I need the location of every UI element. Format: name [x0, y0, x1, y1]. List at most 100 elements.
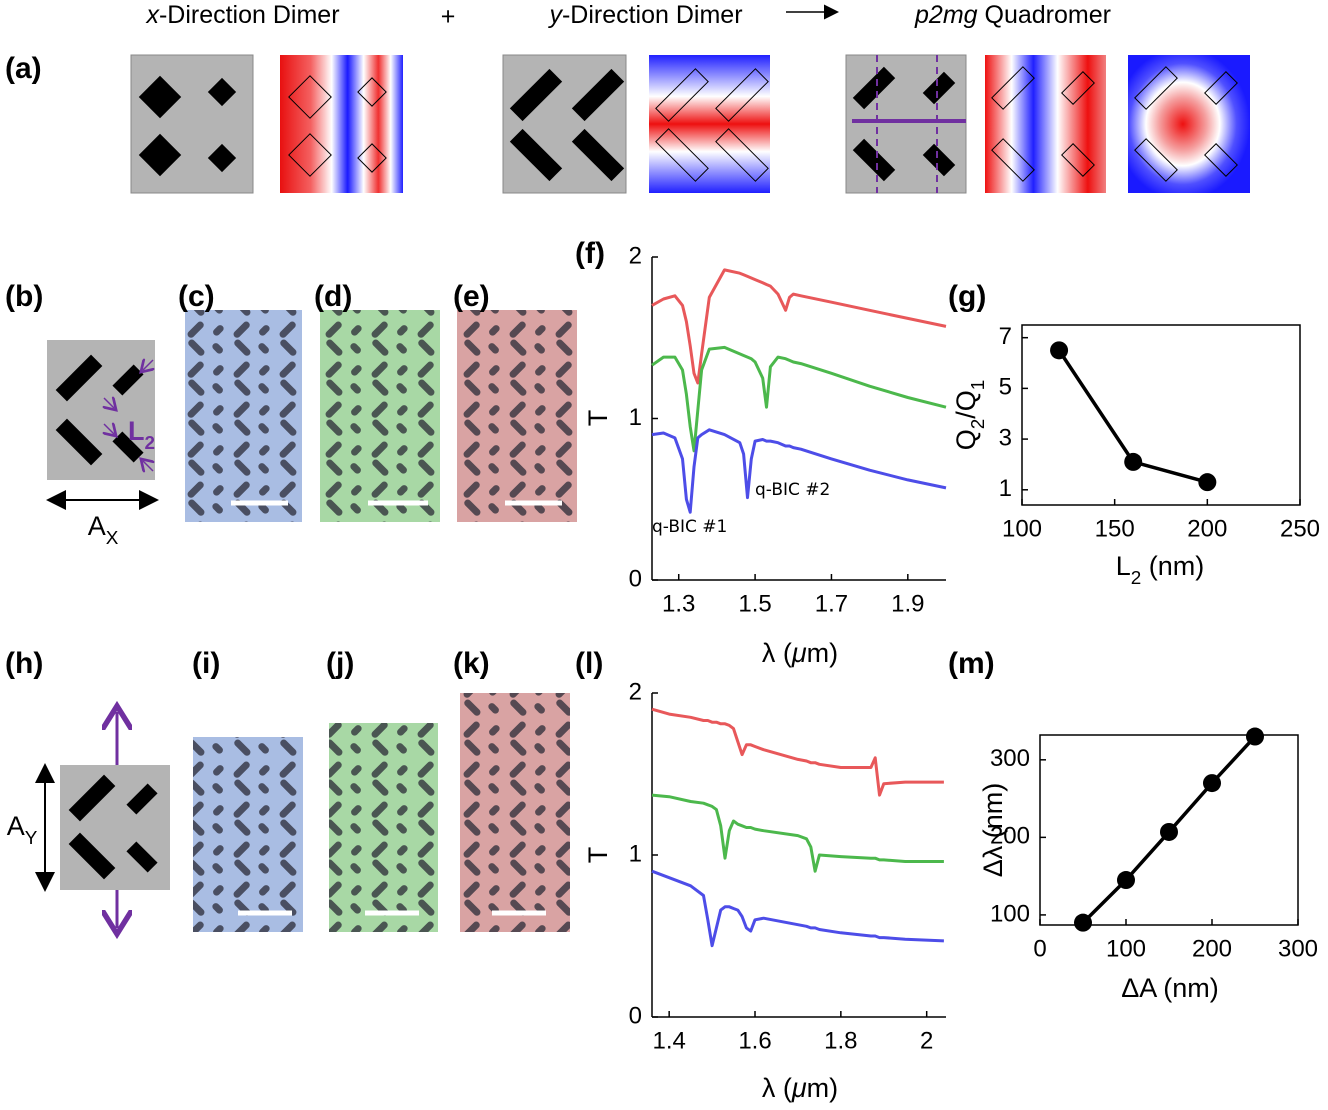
- y-tick-label: 100: [990, 900, 1030, 927]
- header-title-part: x: [145, 1, 160, 29]
- x-axis-label-part: (nm): [1141, 551, 1204, 581]
- x-axis-label-part: λ (: [762, 638, 792, 668]
- y-tick-label: 7: [999, 323, 1012, 350]
- y-tick-label: 3: [999, 424, 1012, 451]
- data-point: [1160, 822, 1178, 841]
- header-title-part: -Direction Dimer: [562, 1, 743, 29]
- panel-label: (a): [5, 52, 42, 85]
- x-tick-label: 100: [1106, 935, 1146, 962]
- panel-label: (i): [192, 647, 220, 680]
- series-line: [651, 707, 944, 797]
- sem-pattern: [457, 310, 577, 522]
- x-tick-label: 200: [1192, 935, 1232, 962]
- x-tick-label: 1.6: [738, 1027, 771, 1054]
- header-title: p2mg Quadromer: [914, 1, 1111, 29]
- panel-label: (m): [948, 647, 995, 680]
- unit-cell: [60, 765, 170, 890]
- header-title: y-Direction Dimer: [547, 1, 742, 29]
- sem-pattern: [329, 723, 438, 932]
- x-tick-label: 1.4: [652, 1027, 685, 1054]
- panel-b: [46, 340, 159, 510]
- period-label: AX: [88, 511, 119, 548]
- y-tick-label: 0: [629, 565, 642, 592]
- x-tick-label: 1.5: [738, 590, 771, 617]
- panel-h: [35, 712, 170, 928]
- sem-pattern: [460, 693, 570, 932]
- x-tick-label: 0: [1033, 935, 1046, 962]
- y-axis-label: T: [583, 847, 613, 864]
- particles: [68, 774, 158, 880]
- data-point: [1198, 473, 1217, 492]
- y-tick-label: 1: [629, 404, 642, 431]
- field-map: [649, 55, 770, 193]
- x-tick-label: 2: [920, 1027, 933, 1054]
- x-tick-label: 1.3: [662, 590, 695, 617]
- header-title-part: p2mg: [914, 1, 978, 29]
- x-axis-label: ΔA (nm): [1121, 973, 1219, 1003]
- panel-label: (k): [453, 647, 490, 680]
- x-axis-label-part: λ (: [762, 1073, 792, 1103]
- header-title-part: -Direction Dimer: [159, 1, 340, 29]
- y-axis-label-part: Q: [951, 429, 981, 450]
- unit-cell: [130, 54, 254, 194]
- series-line: [651, 268, 947, 385]
- panel-label: (f): [575, 237, 605, 270]
- y-tick-label: 2: [629, 678, 642, 705]
- y-axis-label-part: 1: [968, 380, 989, 391]
- y-tick-label: 0: [629, 1002, 642, 1029]
- field-map: [985, 55, 1106, 193]
- y-tick-label: 200: [990, 823, 1030, 850]
- x-tick-label: 200: [1187, 515, 1227, 542]
- field-map: [1128, 55, 1250, 193]
- x-axis-label-part: 2: [1131, 568, 1142, 589]
- x-axis-label-part: m): [807, 1073, 838, 1103]
- y-tick-label: 1: [999, 475, 1012, 502]
- plot-box: [1039, 734, 1299, 926]
- outlines: [655, 68, 769, 182]
- data-point: [1117, 871, 1135, 890]
- panel-label: (e): [453, 280, 490, 313]
- particles: [852, 66, 956, 182]
- unit-cell: [845, 54, 967, 194]
- x-axis-label-part: μ: [791, 1073, 807, 1103]
- panel-label: (l): [575, 647, 603, 680]
- data-point: [1124, 452, 1143, 471]
- sem-pattern: [320, 310, 440, 522]
- y-axis-label: T: [583, 410, 613, 427]
- x-tick-label: 300: [1278, 935, 1318, 962]
- outlines: [288, 75, 387, 177]
- particle: [138, 133, 182, 177]
- particles: [509, 68, 625, 182]
- period-label-part: A: [88, 511, 106, 541]
- panel-a: [130, 4, 1250, 194]
- data-point: [1203, 774, 1221, 793]
- y-tick-label: 5: [999, 374, 1012, 401]
- y-axis-label: Δλ (nm): [978, 783, 1008, 878]
- x-tick-label: 100: [1002, 515, 1042, 542]
- series-line: [651, 345, 947, 453]
- x-tick-label: 1.8: [824, 1027, 857, 1054]
- panel-label: (h): [5, 647, 43, 680]
- x-tick-label: 250: [1280, 515, 1320, 542]
- x-axis-label: L2 (nm): [1116, 551, 1205, 588]
- x-tick-label: 1.9: [891, 590, 924, 617]
- x-tick-label: 1.7: [815, 590, 848, 617]
- sem-pattern: [193, 737, 303, 932]
- period-label-part: A: [7, 811, 25, 841]
- particles: [55, 354, 144, 466]
- x-axis-label-part: m): [807, 638, 838, 668]
- annotation: q-BIC #2: [755, 480, 830, 500]
- header-title-part: Quadromer: [978, 1, 1111, 29]
- y-axis-label-part: /Q: [951, 390, 981, 419]
- series-line: [651, 793, 944, 873]
- plot-box: [1021, 324, 1301, 506]
- period-label: AY: [7, 811, 38, 848]
- header-plus: +: [441, 3, 456, 31]
- period-label-part: Y: [25, 828, 38, 849]
- y-tick-label: 300: [990, 745, 1030, 772]
- length-label: L2: [128, 416, 155, 453]
- series-line: [651, 428, 947, 514]
- unit-cell: [47, 340, 155, 480]
- length-label-part: L: [128, 416, 145, 446]
- data-point: [1050, 341, 1069, 360]
